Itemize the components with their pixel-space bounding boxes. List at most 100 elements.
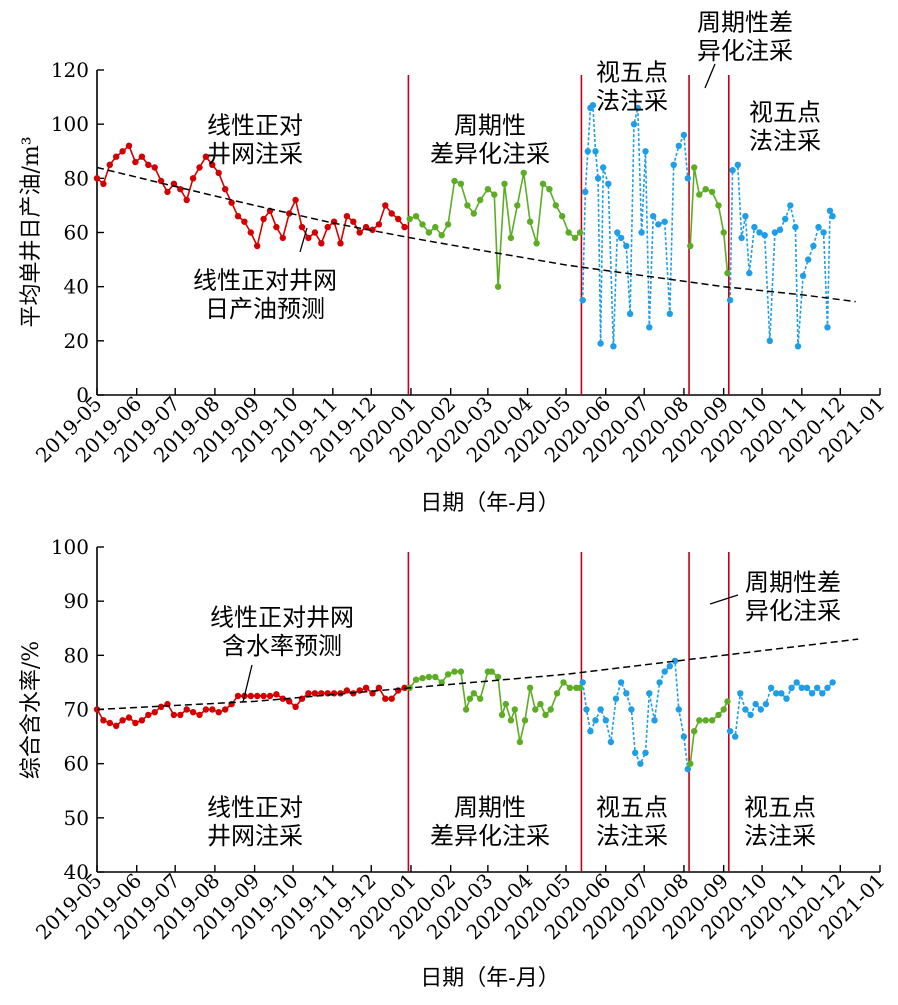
data-point xyxy=(576,229,584,236)
data-point xyxy=(783,695,790,702)
data-point xyxy=(637,760,644,767)
phase-annotation: 视五点法注采 xyxy=(596,58,668,115)
data-point xyxy=(125,714,133,721)
data-point xyxy=(738,234,745,242)
phase-annotation: 线性正对井网注采 xyxy=(207,111,303,168)
series-line xyxy=(409,172,581,287)
y-tick-label: 120 xyxy=(51,58,89,82)
phase-annotation: 周期性差异化注采 xyxy=(745,568,841,625)
data-point xyxy=(799,272,807,279)
data-point xyxy=(628,706,635,713)
annotation-line: 法注采 xyxy=(596,822,668,850)
data-point xyxy=(382,202,389,209)
annotation-line: 法注采 xyxy=(749,127,821,155)
data-point xyxy=(157,703,165,710)
data-point xyxy=(583,706,590,713)
annotation-line: 线性正对 xyxy=(207,111,303,139)
data-point xyxy=(782,215,789,223)
data-point xyxy=(228,199,235,206)
data-point xyxy=(600,164,607,171)
data-point xyxy=(451,668,458,675)
data-point xyxy=(247,229,254,236)
data-point xyxy=(196,164,203,171)
annotation-line: 线性正对井网 xyxy=(193,266,337,294)
data-point xyxy=(132,719,139,727)
data-point xyxy=(560,679,567,686)
annotation-line: 异化注采 xyxy=(745,597,841,625)
data-point xyxy=(189,709,197,716)
data-point xyxy=(260,215,267,223)
phase-annotation: 线性正对井网注采 xyxy=(207,793,303,850)
series-line xyxy=(729,162,834,347)
data-point xyxy=(820,229,827,236)
data-point xyxy=(766,337,773,344)
data-point xyxy=(579,679,586,686)
data-point xyxy=(292,703,299,710)
data-point xyxy=(406,215,413,223)
data-point xyxy=(734,161,741,168)
data-point xyxy=(646,690,653,697)
data-point xyxy=(507,234,515,242)
data-point xyxy=(514,202,521,209)
data-point xyxy=(532,706,539,713)
data-point xyxy=(805,256,812,263)
annotation-line: 视五点 xyxy=(596,58,668,86)
data-point xyxy=(617,234,625,242)
data-point xyxy=(771,229,779,236)
data-point xyxy=(815,223,822,231)
data-point xyxy=(684,765,691,773)
data-point xyxy=(113,722,120,729)
annotation-line: 差异化注采 xyxy=(430,822,550,850)
data-point xyxy=(691,164,698,171)
data-point xyxy=(650,213,657,220)
data-point xyxy=(708,188,716,196)
annotation-line: 线性正对 xyxy=(207,793,303,821)
data-point xyxy=(724,269,731,277)
data-point xyxy=(623,242,630,250)
data-point xyxy=(533,240,540,247)
data-point xyxy=(788,684,795,691)
y-axis-title: 综合含水率/% xyxy=(19,641,44,779)
data-point xyxy=(612,695,620,702)
data-point xyxy=(444,671,452,678)
data-point xyxy=(642,749,649,756)
data-point xyxy=(498,711,506,719)
y-tick-label: 80 xyxy=(64,166,89,190)
data-point xyxy=(119,148,126,155)
data-point xyxy=(684,175,691,182)
data-point xyxy=(311,229,319,236)
y-tick-label: 40 xyxy=(64,275,89,299)
data-point xyxy=(254,242,261,250)
y-tick-label: 100 xyxy=(51,535,89,559)
data-point xyxy=(279,234,286,242)
data-point xyxy=(350,218,357,225)
data-point xyxy=(279,695,286,702)
annotation-leader xyxy=(709,594,739,605)
data-point xyxy=(254,692,261,700)
data-point xyxy=(234,213,242,220)
data-point xyxy=(164,188,171,196)
y-tick-label: 20 xyxy=(64,329,89,353)
data-point xyxy=(356,229,363,236)
data-point xyxy=(675,142,682,149)
phase-annotation: 周期性差异化注采 xyxy=(430,111,550,168)
data-point xyxy=(419,221,426,228)
annotation-line: 周期性差 xyxy=(697,8,793,36)
series-line xyxy=(409,670,581,743)
data-point xyxy=(776,226,784,233)
data-point xyxy=(746,269,753,277)
data-point xyxy=(607,738,615,746)
data-point xyxy=(808,690,816,697)
data-point xyxy=(273,691,280,698)
data-point xyxy=(594,175,602,182)
data-point xyxy=(819,690,826,697)
data-point xyxy=(451,177,458,185)
prediction-trend-line xyxy=(96,638,859,711)
data-point xyxy=(138,153,146,160)
data-point xyxy=(511,706,518,713)
annotation-line: 线性正对井网 xyxy=(210,603,354,631)
annotation-line: 井网注采 xyxy=(207,140,303,168)
data-point xyxy=(542,711,549,719)
data-point xyxy=(177,711,184,719)
